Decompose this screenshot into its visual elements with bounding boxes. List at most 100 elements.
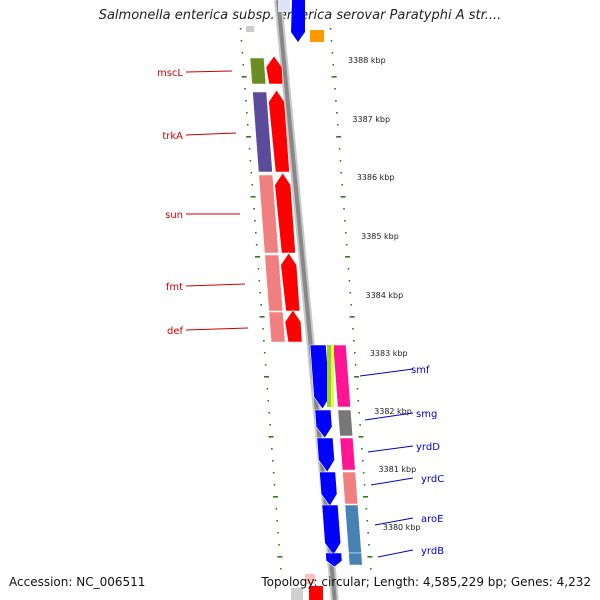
ruler-tick: [241, 76, 247, 78]
kbp-label: 3380 kbp: [383, 523, 421, 532]
ruler-tick: [272, 496, 278, 498]
gene-label-aroE: aroE: [421, 514, 443, 525]
ruler-tick: [343, 208, 345, 210]
ruler-tick: [244, 88, 246, 90]
mscL-block: [249, 57, 267, 85]
top-partial-arrow: [291, 0, 305, 42]
ruler-tick: [273, 484, 276, 486]
ruler-tick: [268, 412, 271, 414]
yrdB-leader: [377, 549, 414, 558]
left-dotted-ruler: [239, 28, 283, 570]
features: [246, 0, 363, 600]
ruler-tick: [239, 28, 242, 30]
topology-text: Topology: circular; Length: 4,585,229 bp…: [261, 575, 591, 589]
ruler-tick: [344, 232, 347, 234]
ruler-tick: [241, 52, 244, 54]
smf-band-yellow: [331, 345, 334, 407]
ruler-tick: [250, 196, 256, 198]
mscL-leader: [185, 70, 233, 73]
kbp-label: 3387 kbp: [352, 115, 390, 124]
ruler-tick: [347, 268, 350, 270]
ruler-tick: [340, 196, 346, 198]
def-leader: [185, 327, 249, 331]
aroE-block: [344, 504, 362, 554]
ruler-tick: [254, 232, 257, 234]
ruler-tick: [330, 40, 333, 42]
ruler-tick: [361, 460, 364, 462]
trkA-leader: [185, 132, 237, 136]
ruler-tick: [246, 112, 248, 114]
kbp-label: 3381 kbp: [378, 465, 416, 474]
gene-label-yrdC: yrdC: [421, 474, 444, 485]
ruler-tick: [249, 160, 252, 162]
aroE-arrow: [321, 504, 342, 556]
ruler-tick: [336, 124, 339, 126]
ruler-tick: [354, 376, 360, 378]
ruler-tick: [331, 52, 334, 54]
bottom-partial-block: [291, 588, 303, 600]
ruler-tick: [356, 388, 359, 390]
gene-label-sun: sun: [165, 210, 183, 221]
gene-label-yrdB: yrdB: [421, 546, 444, 557]
ruler-tick: [352, 328, 354, 330]
yrdD-block: [339, 437, 356, 471]
ruler-tick: [264, 364, 267, 366]
smf-arrow: [309, 344, 331, 410]
ruler-tick: [263, 352, 266, 354]
ruler-tick: [272, 472, 275, 474]
kbp-label: 3386 kbp: [357, 173, 395, 182]
ruler-tick: [363, 484, 366, 486]
ruler-tick: [250, 172, 253, 174]
ruler-tick: [240, 40, 243, 42]
ruler-tick: [338, 148, 341, 150]
ruler-tick: [255, 244, 258, 246]
ruler-tick: [258, 280, 261, 282]
ruler-tick: [277, 532, 279, 534]
ruler-tick: [278, 544, 280, 546]
ruler-tick: [251, 184, 254, 186]
def-arrow: [284, 309, 303, 343]
ruler-tick: [259, 292, 262, 294]
ruler-tick: [354, 364, 357, 366]
ruler-tick: [349, 316, 355, 318]
ruler-tick: [361, 448, 363, 450]
gene-label-smg: smg: [416, 409, 437, 420]
ruler-tick: [331, 76, 337, 78]
yrdD-arrow: [316, 437, 335, 473]
top-grey-feature: [246, 26, 254, 32]
ruler-tick: [276, 520, 279, 522]
ruler-tick: [268, 436, 274, 438]
ruler-tick: [262, 328, 264, 330]
gene-labels: mscL trkA sun fmt def smf smg yrdD yrdC aroE yrdB: [157, 68, 444, 558]
smg-arrow: [314, 409, 333, 439]
ruler-tick: [335, 100, 337, 102]
kbp-label: 3384 kbp: [366, 291, 404, 300]
ruler-tick: [339, 160, 342, 162]
ruler-tick: [348, 280, 351, 282]
ruler-tick: [366, 520, 369, 522]
ruler-tick: [362, 472, 365, 474]
ruler-tick: [367, 532, 369, 534]
smg-leader: [364, 412, 414, 421]
ruler-tick: [336, 136, 342, 138]
ruler-tick: [370, 568, 372, 570]
smf-block: [332, 344, 351, 408]
mscL-arrow: [265, 55, 284, 85]
fmt-leader: [185, 283, 246, 287]
smg-block: [337, 409, 354, 437]
sun-block: [258, 174, 279, 254]
ruler-tick: [349, 292, 352, 294]
smf-leader: [359, 368, 414, 377]
fmt-arrow: [280, 252, 301, 312]
ruler-tick: [368, 544, 370, 546]
ruler-tick: [332, 64, 335, 66]
ruler-tick: [353, 352, 356, 354]
gene-label-smf: smf: [411, 365, 430, 376]
gene-label-fmt: fmt: [166, 282, 183, 293]
ruler-tick: [358, 436, 364, 438]
ruler-tick: [242, 64, 245, 66]
bottom-pink-feature: [305, 574, 315, 584]
trkA-block: [252, 91, 273, 173]
aroE-leader: [374, 517, 414, 526]
ruler-tick: [336, 112, 338, 114]
